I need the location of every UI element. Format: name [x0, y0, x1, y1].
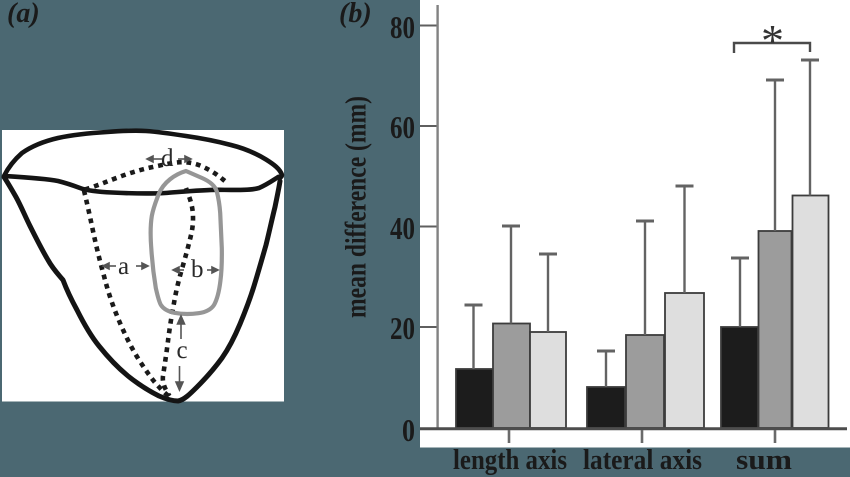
svg-text:60: 60 [390, 109, 415, 145]
svg-text:(b): (b) [339, 0, 372, 29]
svg-text:(a): (a) [7, 0, 40, 29]
svg-text:b: b [191, 256, 204, 283]
svg-text:0: 0 [402, 412, 415, 448]
svg-text:sum: sum [736, 445, 792, 476]
svg-text:*: * [761, 15, 784, 66]
svg-text:d: d [161, 145, 174, 172]
svg-text:a: a [118, 253, 129, 280]
svg-text:mean difference (mm): mean difference (mm) [340, 96, 373, 318]
svg-text:20: 20 [390, 310, 415, 346]
svg-text:40: 40 [390, 210, 415, 246]
svg-text:length axis: length axis [453, 445, 567, 476]
svg-text:c: c [177, 337, 188, 364]
svg-text:lateral axis: lateral axis [583, 445, 702, 476]
svg-text:80: 80 [390, 9, 415, 45]
